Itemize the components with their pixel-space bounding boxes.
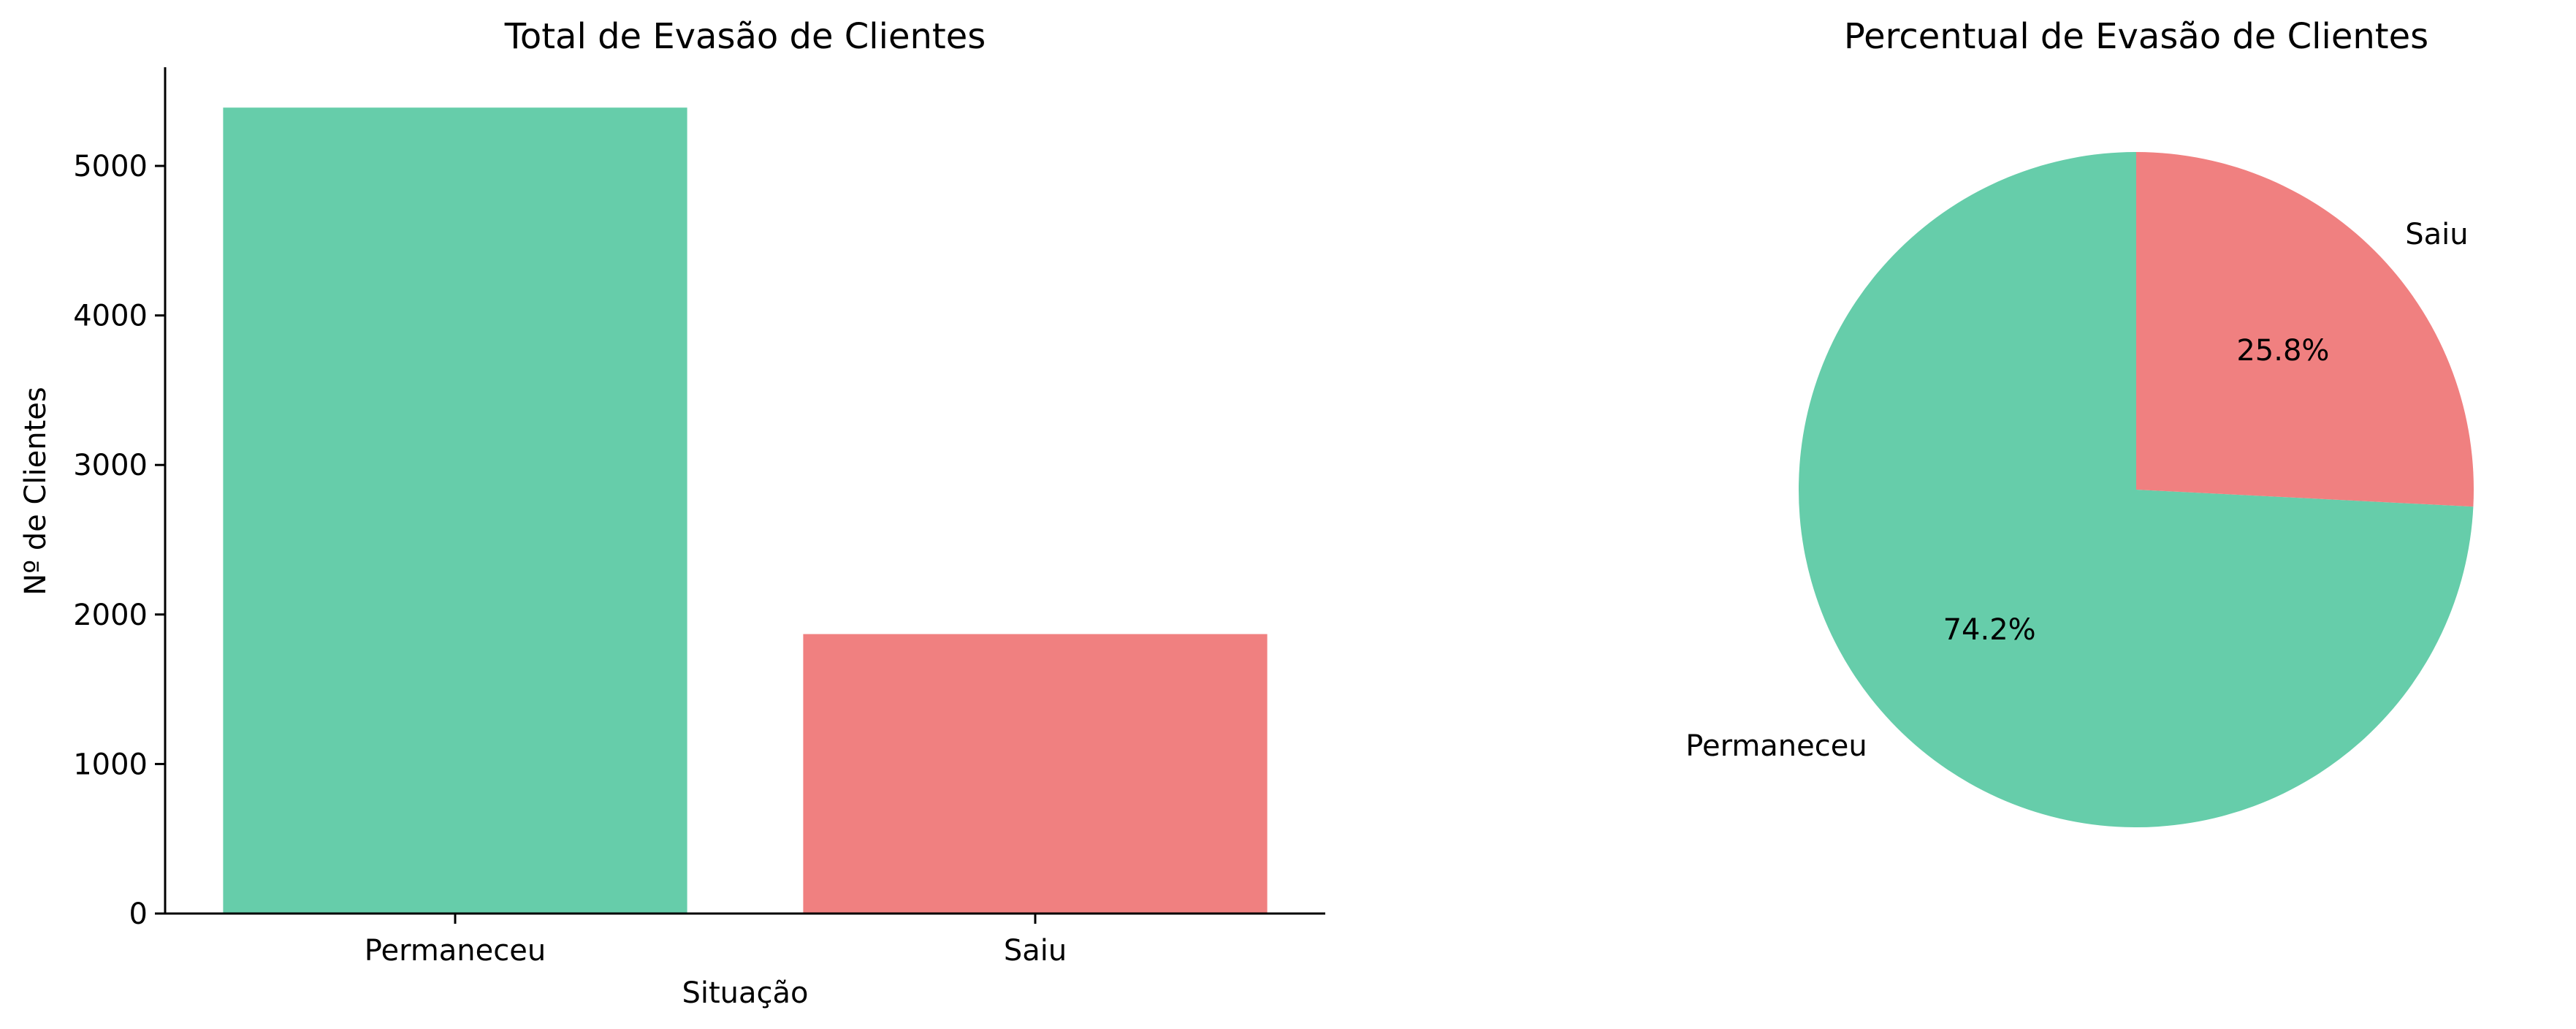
pie-slices: Permaneceu 74.2% Saiu 25.8% <box>1685 152 2474 827</box>
x-ticks: Permaneceu Saiu <box>365 914 1067 968</box>
pie-chart: Percentual de Evasão de Clientes Permane… <box>1685 16 2474 827</box>
bar-permaneceu <box>223 107 687 914</box>
pie-slice-permaneceu <box>1799 152 2474 827</box>
bar-saiu <box>803 634 1268 914</box>
x-tick-label-permaneceu: Permaneceu <box>365 934 546 968</box>
pie-chart-title: Percentual de Evasão de Clientes <box>1844 16 2428 57</box>
y-axis-label: Nº de Clientes <box>19 387 53 595</box>
y-tick-label: 1000 <box>73 748 148 781</box>
bar-chart: Total de Evasão de Clientes 0 1000 2000 300… <box>19 16 1325 1010</box>
x-tick-label-saiu: Saiu <box>1004 934 1067 968</box>
y-tick-label: 3000 <box>73 449 148 482</box>
pie-slice-saiu <box>2136 152 2474 507</box>
y-tick-label: 5000 <box>73 150 148 183</box>
bar-series <box>223 107 1268 914</box>
pie-pct-permaneceu: 74.2% <box>1943 613 2036 647</box>
bar-chart-title: Total de Evasão de Clientes <box>504 16 986 57</box>
pie-pct-saiu: 25.8% <box>2236 334 2329 368</box>
y-tick-label: 4000 <box>73 300 148 333</box>
pie-label-saiu: Saiu <box>2405 218 2468 251</box>
x-axis-label: Situação <box>682 976 808 1010</box>
y-tick-label: 2000 <box>73 599 148 632</box>
pie-label-permaneceu: Permaneceu <box>1685 729 1867 763</box>
y-tick-label: 0 <box>129 897 148 931</box>
y-ticks: 0 1000 2000 3000 4000 5000 <box>73 150 165 931</box>
